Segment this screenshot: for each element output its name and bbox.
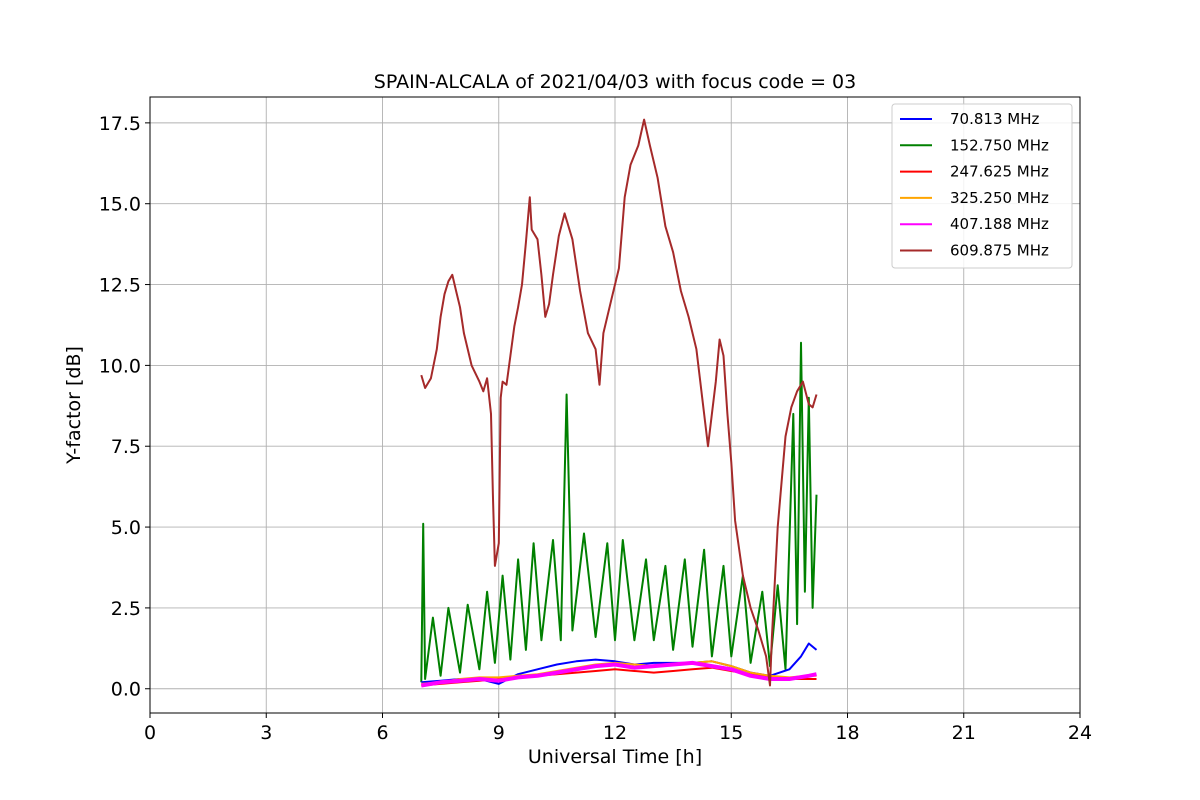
x-tick-label: 6 bbox=[376, 722, 388, 744]
legend-label: 407.188 MHz bbox=[950, 215, 1049, 233]
x-axis-label: Universal Time [h] bbox=[528, 746, 702, 768]
legend-label: 70.813 MHz bbox=[950, 110, 1039, 128]
series-group bbox=[420, 118, 818, 688]
x-tick-label: 24 bbox=[1068, 722, 1092, 744]
x-tick-label: 9 bbox=[493, 722, 505, 744]
y-tick-label: 5.0 bbox=[111, 517, 141, 539]
y-tick-label: 10.0 bbox=[99, 355, 141, 377]
legend-label: 609.875 MHz bbox=[950, 242, 1049, 260]
x-axis: 0 3 6 9 12 15 18 21 24 bbox=[144, 713, 1092, 744]
legend-box bbox=[891, 103, 1073, 269]
series-line-5 bbox=[420, 118, 818, 687]
y-tick-label: 0.0 bbox=[111, 679, 141, 701]
x-tick-label: 3 bbox=[260, 722, 272, 744]
series-line-3 bbox=[421, 660, 817, 685]
y-tick-label: 15.0 bbox=[99, 194, 141, 216]
y-tick-label: 2.5 bbox=[111, 598, 141, 620]
x-tick-label: 12 bbox=[603, 722, 627, 744]
x-tick-label: 21 bbox=[952, 722, 976, 744]
chart-title: SPAIN-ALCALA of 2021/04/03 with focus co… bbox=[374, 71, 856, 93]
series-line-1 bbox=[420, 341, 818, 683]
legend-label: 247.625 MHz bbox=[950, 163, 1049, 181]
x-tick-label: 15 bbox=[719, 722, 743, 744]
y-tick-label: 12.5 bbox=[99, 275, 141, 297]
legend-label: 325.250 MHz bbox=[950, 189, 1049, 207]
y-axis-label: Y-factor [dB] bbox=[63, 346, 85, 465]
series-line-4 bbox=[420, 660, 817, 688]
y-axis: 0.0 2.5 5.0 7.5 10.0 12.5 15.0 17.5 bbox=[99, 113, 150, 701]
y-tick-label: 17.5 bbox=[99, 113, 141, 135]
x-tick-label: 0 bbox=[144, 722, 156, 744]
x-tick-label: 18 bbox=[835, 722, 859, 744]
legend-label: 152.750 MHz bbox=[950, 136, 1049, 154]
legend: 70.813 MHz 152.750 MHz 247.625 MHz 325.250 … bbox=[891, 103, 1073, 269]
y-tick-label: 7.5 bbox=[111, 436, 141, 458]
